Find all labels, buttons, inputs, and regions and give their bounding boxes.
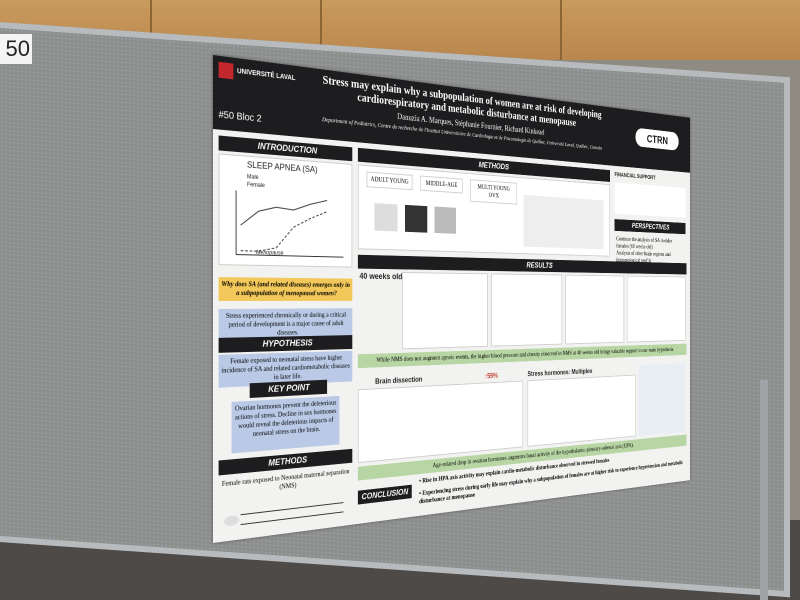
increase-label: ↑55%: [484, 371, 498, 381]
sponsor-logos: [614, 182, 686, 218]
section-heading: CONCLUSION: [357, 484, 412, 505]
method-photo: [374, 203, 398, 232]
sketch-line: [241, 196, 327, 229]
method-diagram: [523, 194, 604, 250]
figure-title: SLEEP APNEA (SA): [246, 159, 318, 175]
group-box: MIDDLE-AGE: [419, 175, 464, 194]
group-box: MULTI YOUNG OVX: [470, 179, 518, 205]
wall-seam: [320, 0, 322, 60]
method-photo: [434, 206, 457, 234]
university-logo: [218, 61, 234, 80]
legend-entry: Male: [246, 174, 259, 181]
section-heading: KEY POINT: [249, 379, 328, 399]
section-heading: PERSPECTIVES: [614, 219, 686, 235]
results-subheading: 40 weeks old:: [359, 271, 405, 282]
axis: [236, 255, 343, 258]
brain-figure: [357, 380, 524, 464]
hormone-figure: [527, 374, 636, 447]
wall-seam: [560, 0, 562, 60]
figure-sketch: [227, 185, 348, 262]
key-point-box: Ovarian hormones prevent the deleterious…: [231, 395, 340, 454]
result-chart: [402, 272, 488, 350]
panel-title: Brain dissection: [375, 375, 423, 386]
timeline: [241, 503, 344, 515]
section-label: FINANCIAL SUPPORT: [614, 172, 656, 182]
poster: UNIVERSITÉ LAVAL Stress may explain why …: [213, 55, 691, 543]
question-box: Why does SA (and related diseases) emerg…: [218, 277, 353, 301]
group-box: ADULT YOUNG: [366, 171, 413, 191]
timeline: [241, 512, 344, 525]
result-chart: [627, 275, 686, 343]
board-post: [760, 380, 768, 600]
wall-seam: [150, 0, 152, 60]
board-number: 50: [0, 34, 32, 64]
result-chart: [491, 273, 563, 347]
rat-icon: [224, 514, 239, 527]
result-chart: [565, 274, 625, 345]
sketch-line: [241, 207, 327, 253]
sleep-apnea-figure: SLEEP APNEA (SA) Male Female Menopause: [218, 153, 353, 268]
annotation: Menopause: [255, 250, 284, 257]
panel-title: Stress hormones: Multiplex: [527, 367, 593, 378]
method-photo: [405, 204, 428, 233]
section-heading: HYPOTHESIS: [218, 335, 353, 353]
timeline-diagram: [224, 485, 351, 539]
hpa-diagram: [638, 363, 686, 437]
